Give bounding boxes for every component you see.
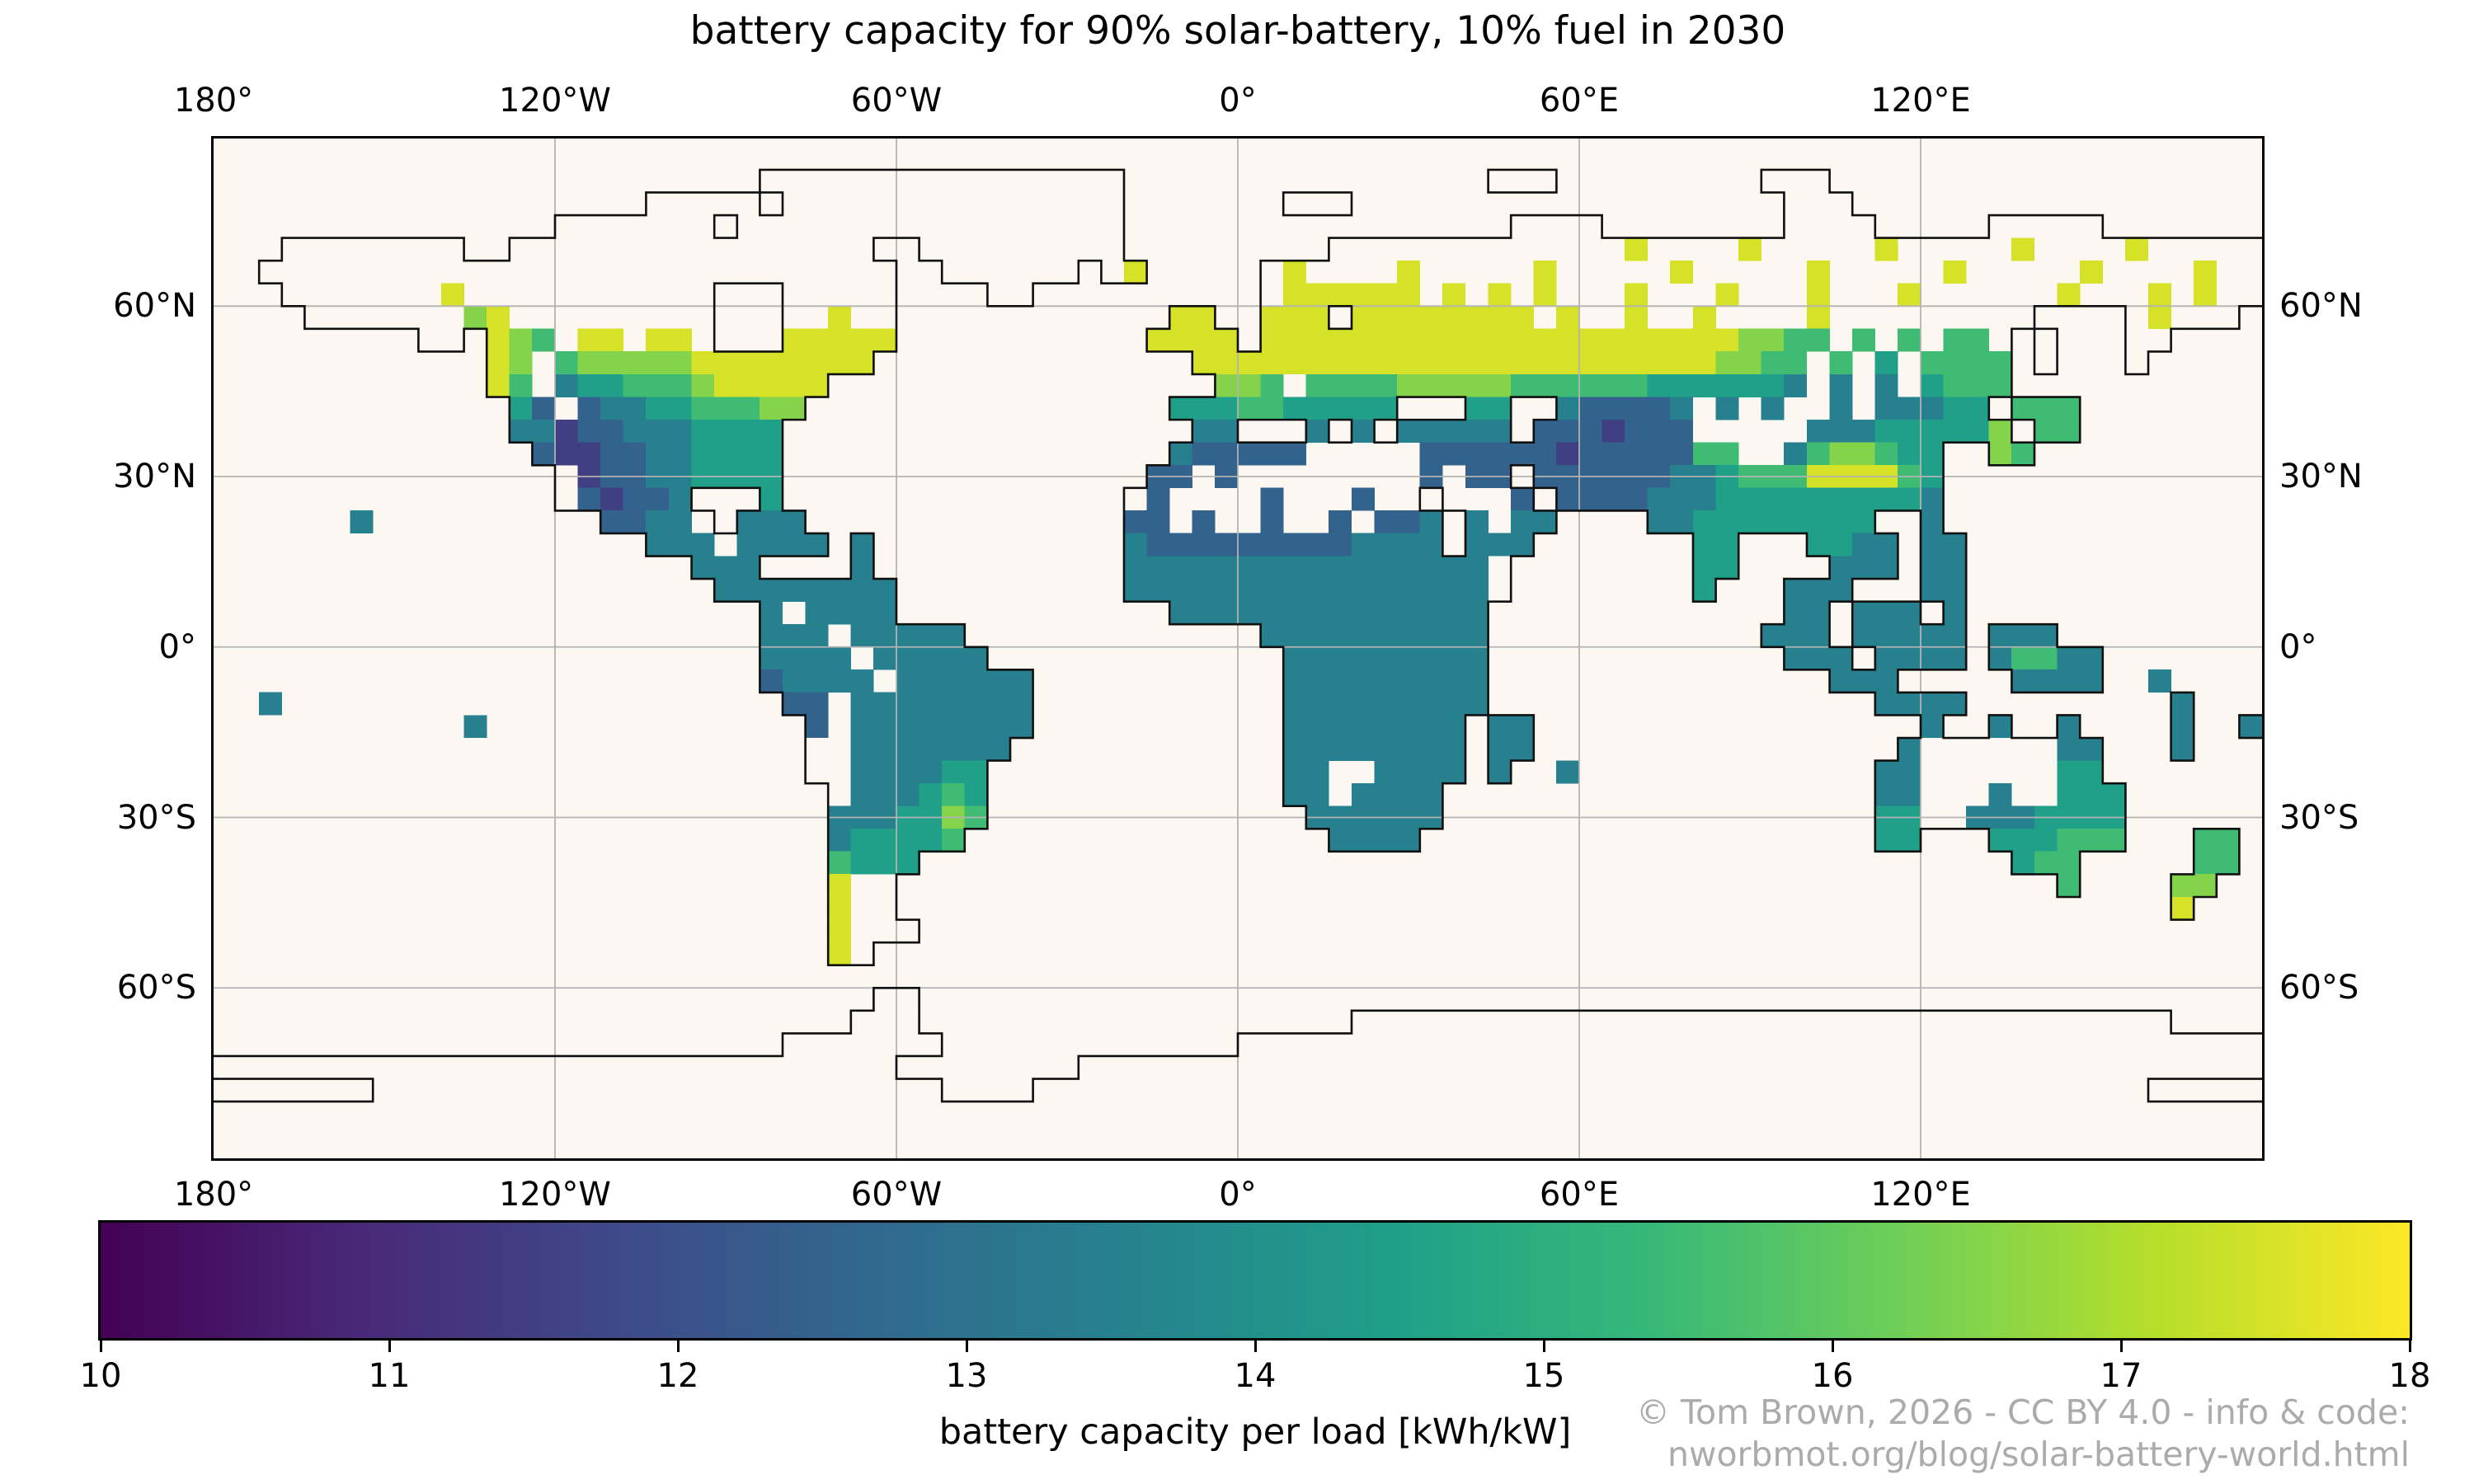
coastline — [214, 168, 2262, 1103]
colorbar-tick-mark — [99, 1341, 102, 1352]
colorbar-tick-mark — [2119, 1341, 2123, 1352]
map-plot-area — [211, 136, 2265, 1161]
top-lon-tick-label: 120°W — [499, 82, 611, 120]
top-lon-tick-label: 180° — [173, 82, 254, 120]
left-lat-tick-label: 0° — [158, 627, 196, 666]
colorbar-tick-label: 15 — [1522, 1357, 1565, 1395]
bottom-lon-tick-label: 60°W — [850, 1176, 943, 1214]
colorbar-tick-mark — [1831, 1341, 1834, 1352]
bottom-lon-tick-label: 60°E — [1539, 1176, 1620, 1214]
colorbar-tick-mark — [2408, 1341, 2411, 1352]
right-lat-tick-label: 30°N — [2279, 458, 2363, 496]
top-lon-tick-label: 120°E — [1870, 82, 1971, 120]
left-lat-tick-label: 30°S — [116, 798, 196, 837]
attribution-line-2: nworbmot.org/blog/solar-battery-world.ht… — [1667, 1435, 2410, 1474]
colorbar-tick-label: 16 — [1811, 1357, 1854, 1395]
chart-title: battery capacity for 90% solar-battery, … — [689, 8, 1786, 54]
attribution-text: © Tom Brown, 2026 - CC BY 4.0 - info & c… — [1636, 1392, 2410, 1476]
colorbar-tick-mark — [965, 1341, 968, 1352]
colorbar-tick-mark — [1542, 1341, 1545, 1352]
colorbar-tick-label: 10 — [79, 1357, 122, 1395]
right-lat-tick-label: 0° — [2279, 627, 2317, 666]
right-lat-tick-label: 60°N — [2279, 287, 2363, 326]
left-lat-tick-label: 30°N — [113, 458, 196, 496]
colorbar-tick-label: 12 — [656, 1357, 699, 1395]
top-lon-tick-label: 60°E — [1539, 82, 1620, 120]
colorbar-tick-label: 14 — [1234, 1357, 1277, 1395]
colorbar-tick-mark — [388, 1341, 391, 1352]
colorbar-tick-label: 18 — [2388, 1357, 2431, 1395]
right-lat-tick-label: 60°S — [2279, 969, 2359, 1007]
attribution-line-1: © Tom Brown, 2026 - CC BY 4.0 - info & c… — [1635, 1392, 2410, 1432]
top-lon-tick-label: 0° — [1219, 82, 1257, 120]
colorbar-gradient — [101, 1223, 2410, 1338]
right-lat-tick-label: 30°S — [2279, 798, 2359, 837]
bottom-lon-tick-label: 120°E — [1870, 1176, 1971, 1214]
bottom-lon-tick-label: 180° — [173, 1176, 254, 1214]
world-heatmap — [214, 139, 2262, 1158]
colorbar-tick-label: 11 — [368, 1357, 411, 1395]
top-lon-tick-label: 60°W — [850, 82, 943, 120]
bottom-lon-tick-label: 0° — [1219, 1176, 1257, 1214]
colorbar-tick-mark — [1253, 1341, 1257, 1352]
colorbar — [98, 1220, 2412, 1341]
heatmap-cells — [258, 237, 2262, 965]
colorbar-tick-label: 17 — [2100, 1357, 2142, 1395]
bottom-lon-tick-label: 120°W — [499, 1176, 611, 1214]
left-lat-tick-label: 60°S — [116, 969, 196, 1007]
colorbar-tick-mark — [676, 1341, 680, 1352]
colorbar-label: battery capacity per load [kWh/kW] — [938, 1411, 1572, 1453]
colorbar-tick-label: 13 — [945, 1357, 988, 1395]
left-lat-tick-label: 60°N — [113, 287, 196, 326]
